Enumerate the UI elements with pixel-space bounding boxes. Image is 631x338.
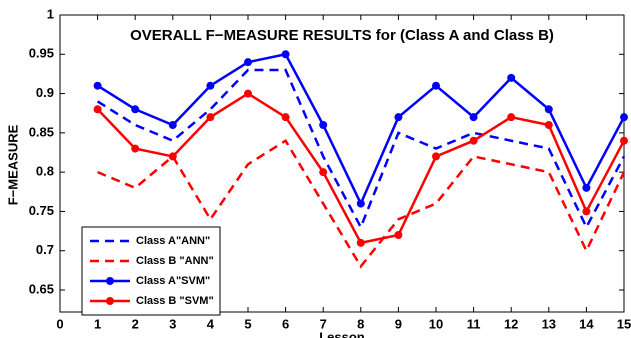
point — [93, 105, 102, 114]
point — [582, 183, 591, 192]
point — [620, 113, 628, 122]
y-tick-label: 0.65 — [29, 281, 54, 296]
x-tick-label: 5 — [244, 316, 251, 331]
legend: Class A"ANN" Class B "ANN" Class A"SVM" Cla… — [81, 226, 221, 316]
y-tick-label: 1 — [47, 6, 54, 21]
x-tick-label: 7 — [320, 316, 327, 331]
point — [469, 113, 478, 122]
legend-label: Class B "SVM" — [136, 295, 214, 307]
y-tick-label: 0.8 — [36, 164, 54, 179]
y-tick-label: 0.95 — [29, 46, 54, 61]
x-tick-label: 8 — [357, 316, 364, 331]
y-tick-label: 0.9 — [36, 85, 54, 100]
x-tick-label: 1 — [94, 316, 101, 331]
point — [507, 73, 516, 82]
point — [582, 207, 591, 216]
point — [356, 238, 365, 247]
legend-label: Class A"SVM" — [136, 275, 210, 287]
x-tick-label: 14 — [579, 316, 594, 331]
x-tick-label: 9 — [395, 316, 402, 331]
point — [544, 121, 553, 129]
legend-marker — [106, 277, 114, 285]
x-tick-label: 2 — [132, 316, 139, 331]
chart-title: OVERALL F−MEASURE RESULTS for (Class A a… — [130, 27, 554, 44]
x-tick-label: 12 — [504, 316, 518, 331]
point — [394, 231, 403, 239]
point — [319, 168, 328, 177]
point — [432, 152, 440, 161]
point — [93, 81, 102, 90]
point — [131, 105, 140, 114]
point — [432, 81, 440, 90]
series-line — [96, 68, 626, 231]
x-tick-label: 13 — [542, 316, 556, 331]
point — [168, 121, 177, 129]
x-axis-label: Lesson — [319, 329, 365, 338]
point — [356, 199, 365, 208]
point — [206, 113, 215, 122]
x-tick-label: 6 — [282, 316, 289, 331]
y-axis-label: F−MEASURE — [5, 124, 20, 205]
point — [168, 152, 177, 161]
series-line — [97, 138, 626, 269]
x-tick-label: 3 — [169, 316, 176, 331]
legend-label: Class B "ANN" — [136, 255, 214, 267]
point — [620, 136, 628, 145]
x-tick-label: 4 — [207, 316, 215, 331]
point — [507, 113, 516, 122]
point — [281, 113, 290, 122]
legend-label: Class A"ANN" — [136, 235, 210, 247]
point — [244, 58, 252, 67]
point — [319, 121, 328, 129]
point — [131, 144, 140, 153]
x-tick-label: 10 — [429, 316, 443, 331]
x-tick-label: 15 — [617, 316, 631, 331]
point — [244, 89, 252, 98]
point — [469, 136, 478, 145]
point — [206, 81, 215, 90]
legend-marker — [106, 297, 114, 305]
x-tick-label: 0 — [56, 316, 63, 331]
point — [394, 113, 403, 122]
plot-frame — [59, 14, 625, 313]
y-tick-label: 0.85 — [29, 124, 54, 139]
y-tick-label: 0.7 — [36, 242, 54, 257]
point — [281, 50, 290, 59]
point — [544, 105, 553, 114]
y-tick-label: 0.75 — [29, 203, 54, 218]
x-tick-label: 11 — [467, 316, 481, 331]
